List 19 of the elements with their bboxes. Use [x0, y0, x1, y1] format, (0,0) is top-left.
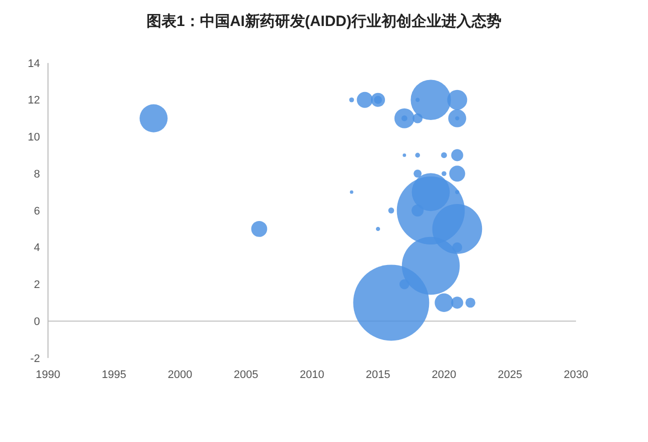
- y-tick-label: -2: [30, 352, 40, 365]
- chart-title: 图表1：中国AI新药研发(AIDD)行业初创企业进入态势: [146, 12, 502, 30]
- y-tick-label: 12: [28, 94, 40, 107]
- x-tick-label: 2015: [366, 369, 390, 381]
- y-tick-label: 4: [34, 242, 40, 254]
- y-tick-label: 2: [34, 279, 40, 292]
- x-tick-label: 1990: [36, 369, 60, 381]
- y-tick-label: 10: [28, 132, 40, 144]
- x-tick-label: 2010: [300, 369, 324, 381]
- y-tick-label: 6: [34, 205, 40, 218]
- y-tick-label: 8: [34, 168, 40, 180]
- x-tick-label: 1995: [102, 369, 126, 381]
- x-tick-label: 2020: [432, 369, 456, 381]
- x-tick-label: 2005: [234, 369, 258, 381]
- x-tick-label: 2030: [564, 369, 588, 381]
- x-tick-label: 2000: [168, 369, 192, 381]
- y-tick-label: 14: [28, 58, 40, 70]
- x-tick-label: 2025: [498, 369, 522, 381]
- y-tick-label: 0: [34, 316, 40, 328]
